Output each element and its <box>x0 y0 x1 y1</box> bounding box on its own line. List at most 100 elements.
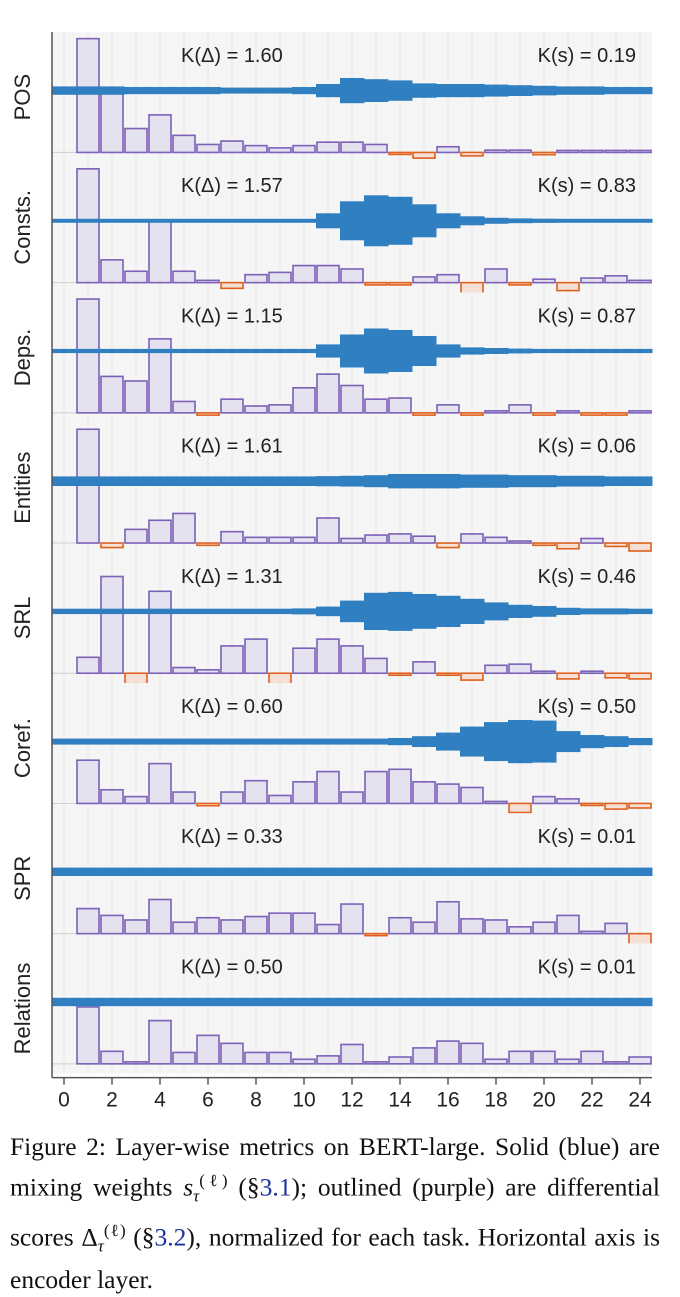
delta-bar <box>124 795 148 805</box>
delta-bar <box>220 398 244 414</box>
mixing-bar <box>436 213 461 229</box>
delta-bar <box>124 1061 148 1065</box>
mixing-bar <box>412 204 437 238</box>
delta-bar <box>532 921 556 935</box>
mixing-bar <box>508 719 533 764</box>
delta-bar <box>244 536 268 544</box>
mixing-bar <box>484 602 509 621</box>
delta-bar <box>580 930 604 935</box>
k-delta-label: K(Δ) = 1.61 <box>181 436 283 458</box>
delta-bar <box>412 781 436 805</box>
delta-bar <box>556 542 580 550</box>
mixing-bar <box>460 474 485 488</box>
mixing-bar <box>316 997 341 1007</box>
mixing-bar <box>196 608 221 615</box>
mixing-bar <box>124 867 149 876</box>
delta-bar <box>244 638 268 675</box>
panel-label: POS <box>10 74 35 120</box>
delta-bar <box>340 141 364 154</box>
delta-bar <box>148 338 172 414</box>
x-tick-label: 22 <box>580 1089 603 1112</box>
delta-bar <box>76 759 100 805</box>
mixing-bar <box>76 608 101 615</box>
mixing-bar <box>436 473 461 489</box>
delta-bar <box>388 1056 412 1065</box>
delta-bar <box>388 151 412 156</box>
delta-bar <box>628 932 652 946</box>
mixing-bar <box>412 867 437 876</box>
mixing-bar <box>52 86 77 95</box>
mixing-bar <box>268 738 293 745</box>
delta-bar <box>556 798 580 805</box>
delta-bar <box>364 1061 388 1065</box>
delta-bar <box>268 794 292 805</box>
delta-bar <box>292 781 316 805</box>
delta-bar <box>628 542 652 552</box>
mixing-bar <box>292 738 317 745</box>
delta-bar <box>340 791 364 805</box>
mixing-bar <box>172 997 197 1007</box>
delta-bar <box>316 1055 340 1065</box>
delta-bar <box>412 412 436 416</box>
k-delta-label: K(Δ) = 0.60 <box>181 696 283 718</box>
mixing-bar <box>580 86 605 95</box>
mixing-bar <box>316 213 341 229</box>
mixing-bar <box>316 344 341 358</box>
delta-bar <box>460 151 484 157</box>
delta-bar <box>172 791 196 805</box>
delta-bar <box>172 921 196 935</box>
mixing-bar <box>172 738 197 745</box>
delta-bar <box>508 540 532 544</box>
mixing-bar <box>340 77 365 104</box>
delta-bar <box>460 786 484 805</box>
delta-bar <box>148 898 172 935</box>
delta-bar <box>196 542 220 547</box>
mixing-bar <box>196 867 221 876</box>
mixing-bar <box>244 87 269 94</box>
mixing-bar <box>436 867 461 876</box>
k-delta-label: K(Δ) = 1.31 <box>181 566 283 588</box>
mixing-bar <box>388 737 413 746</box>
delta-bar <box>220 919 244 935</box>
delta-bar <box>148 219 172 284</box>
delta-bar <box>580 149 604 154</box>
delta-bar <box>364 657 388 675</box>
delta-bar <box>244 405 268 414</box>
delta-bar <box>124 380 148 414</box>
delta-bar <box>628 149 652 154</box>
delta-bar <box>388 397 412 414</box>
delta-bar <box>508 802 532 814</box>
delta-bar <box>76 37 100 154</box>
delta-bar <box>100 788 124 805</box>
mixing-bar <box>460 216 485 226</box>
mixing-bar <box>604 997 629 1007</box>
delta-bar <box>388 672 412 677</box>
k-delta-label: K(Δ) = 1.57 <box>181 175 283 197</box>
mixing-bar <box>460 997 485 1007</box>
mixing-bar <box>436 732 461 751</box>
delta-bar <box>604 672 628 679</box>
mixing-bar <box>364 997 389 1007</box>
delta-bar <box>220 1042 244 1065</box>
delta-bar <box>364 932 388 937</box>
mixing-bar <box>388 80 413 101</box>
mixing-bar <box>604 218 629 223</box>
delta-bar <box>268 404 292 414</box>
delta-bar <box>76 907 100 935</box>
delta-bar <box>76 168 100 284</box>
delta-bar <box>580 537 604 544</box>
delta-bar <box>196 279 220 284</box>
delta-bar <box>508 926 532 935</box>
mixing-bar <box>604 736 629 747</box>
mixing-bar <box>340 600 365 623</box>
delta-bar <box>316 264 340 284</box>
mixing-bar <box>460 347 485 355</box>
mixing-bar <box>196 476 221 486</box>
delta-bar <box>412 921 436 935</box>
mixing-bar <box>412 593 437 629</box>
mixing-bar <box>532 997 557 1007</box>
delta-bar <box>364 398 388 414</box>
delta-bar <box>604 412 628 416</box>
mixing-bar <box>244 476 269 486</box>
delta-bar <box>268 271 292 284</box>
